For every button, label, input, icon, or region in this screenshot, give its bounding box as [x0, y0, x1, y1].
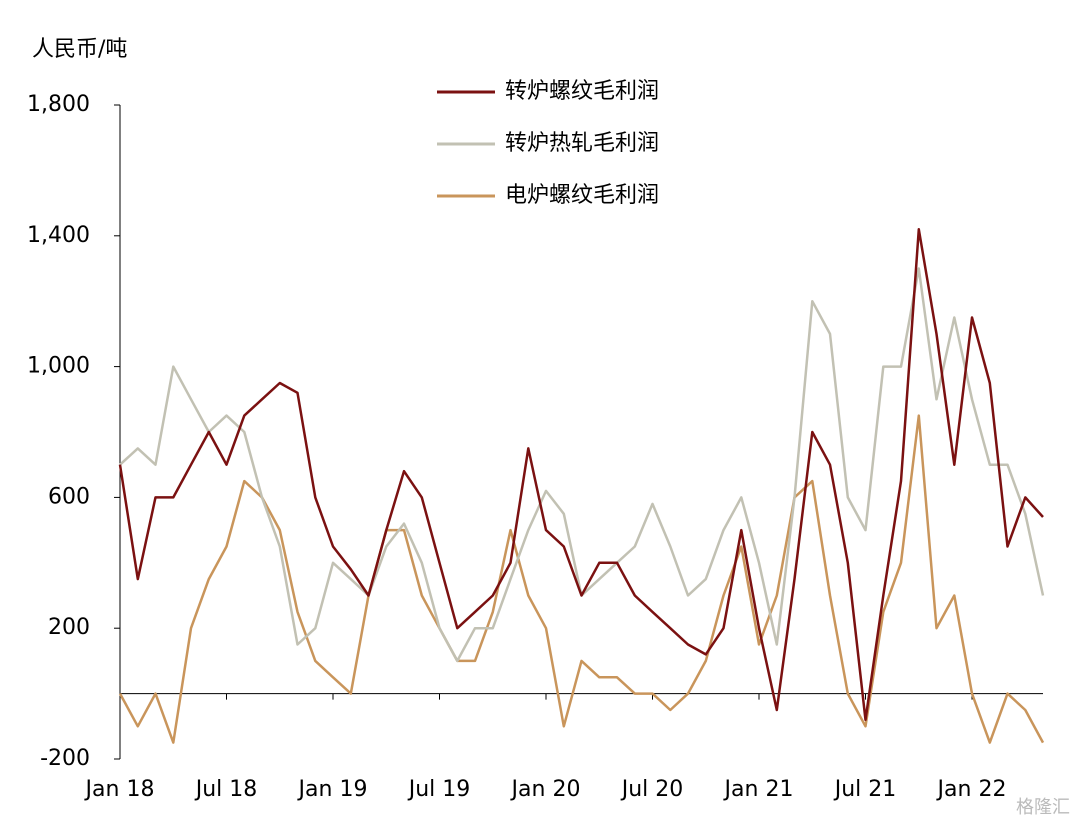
- y-tick-label: 600: [48, 484, 90, 509]
- x-tick-label: Jan 22: [936, 777, 1007, 802]
- legend-label: 转炉螺纹毛利润: [505, 79, 659, 104]
- y-tick-label: -200: [40, 746, 90, 771]
- x-tick-label: Jul 21: [833, 777, 897, 802]
- x-tick-label: Jul 19: [407, 777, 471, 802]
- x-tick-label: Jan 19: [297, 777, 368, 802]
- y-tick-label: 1,000: [27, 354, 90, 379]
- series-line: [118, 414, 1045, 744]
- x-tick-label: Jul 20: [620, 777, 684, 802]
- legend-label: 电炉螺纹毛利润: [505, 183, 659, 208]
- x-tick-label: Jan 21: [723, 777, 794, 802]
- legend-label: 转炉热轧毛利润: [505, 131, 659, 156]
- y-axis-label: 人民币/吨: [32, 37, 127, 62]
- y-tick-label: 200: [48, 615, 90, 640]
- x-tick-label: Jan 20: [510, 777, 581, 802]
- y-tick-label: 1,800: [27, 92, 90, 117]
- y-tick-label: 1,400: [27, 223, 90, 248]
- x-tick-label: Jul 18: [194, 777, 258, 802]
- series-line: [119, 267, 1045, 663]
- x-tick-label: Jan 18: [84, 777, 155, 802]
- watermark: 格隆汇: [1016, 797, 1070, 818]
- series-line: [118, 228, 1044, 722]
